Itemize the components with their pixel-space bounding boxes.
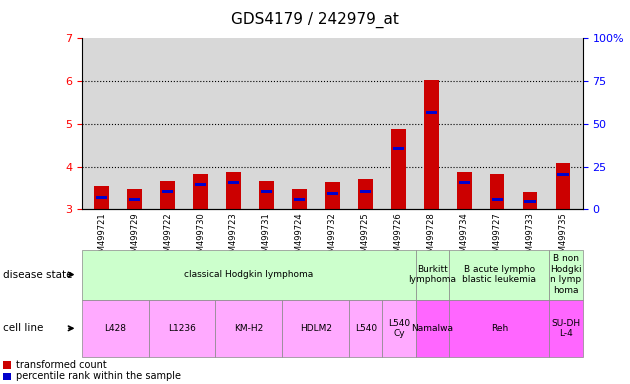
Text: GDS4179 / 242979_at: GDS4179 / 242979_at — [231, 12, 399, 28]
Bar — [228, 181, 239, 184]
Bar — [325, 182, 340, 209]
Text: disease state: disease state — [3, 270, 72, 280]
Bar — [391, 129, 406, 209]
Text: transformed count: transformed count — [16, 360, 106, 370]
Bar — [556, 163, 570, 209]
Bar — [457, 172, 471, 209]
Bar — [129, 198, 140, 201]
Bar — [424, 80, 438, 209]
Text: classical Hodgkin lymphoma: classical Hodgkin lymphoma — [184, 270, 314, 279]
Bar — [358, 179, 373, 209]
Text: L540
Cy: L540 Cy — [388, 319, 410, 338]
Text: percentile rank within the sample: percentile rank within the sample — [16, 371, 181, 381]
Text: Reh: Reh — [491, 324, 508, 333]
Text: Namalwa: Namalwa — [411, 324, 454, 333]
Bar — [193, 174, 208, 209]
Bar — [261, 190, 272, 193]
Bar — [558, 173, 568, 176]
Text: SU-DH
L-4: SU-DH L-4 — [551, 319, 581, 338]
Text: B non
Hodgki
n lymp
homa: B non Hodgki n lymp homa — [550, 255, 582, 295]
Bar — [162, 190, 173, 193]
Bar — [259, 180, 274, 209]
Bar — [360, 190, 371, 193]
Bar — [491, 199, 503, 201]
Bar — [94, 186, 109, 209]
Bar — [292, 189, 307, 209]
Bar — [160, 180, 175, 209]
Bar — [426, 111, 437, 114]
Bar — [195, 183, 206, 186]
Bar — [294, 198, 305, 201]
Text: HDLM2: HDLM2 — [300, 324, 331, 333]
Text: B acute lympho
blastic leukemia: B acute lympho blastic leukemia — [462, 265, 536, 284]
Bar — [490, 174, 505, 209]
Bar — [96, 196, 107, 199]
Bar — [524, 200, 536, 203]
Text: L1236: L1236 — [168, 324, 196, 333]
Bar — [127, 189, 142, 209]
Bar — [459, 181, 470, 184]
Bar — [327, 192, 338, 195]
Bar — [392, 147, 404, 150]
Text: L428: L428 — [105, 324, 126, 333]
Text: L540: L540 — [355, 324, 377, 333]
Text: cell line: cell line — [3, 323, 43, 333]
Text: Burkitt
lymphoma: Burkitt lymphoma — [408, 265, 457, 284]
Text: KM-H2: KM-H2 — [234, 324, 263, 333]
Bar — [523, 192, 537, 209]
Bar — [226, 172, 241, 209]
